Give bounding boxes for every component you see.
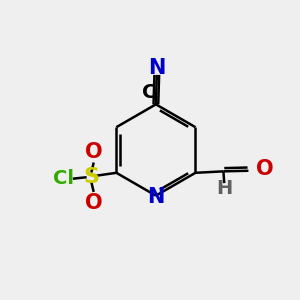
Text: N: N (147, 187, 165, 207)
Text: H: H (216, 179, 232, 198)
Text: S: S (83, 167, 99, 187)
Text: O: O (85, 193, 103, 213)
Text: O: O (256, 159, 273, 179)
Text: N: N (148, 58, 166, 78)
Text: Cl: Cl (53, 169, 74, 188)
Text: O: O (85, 142, 103, 162)
Text: C: C (142, 83, 157, 102)
